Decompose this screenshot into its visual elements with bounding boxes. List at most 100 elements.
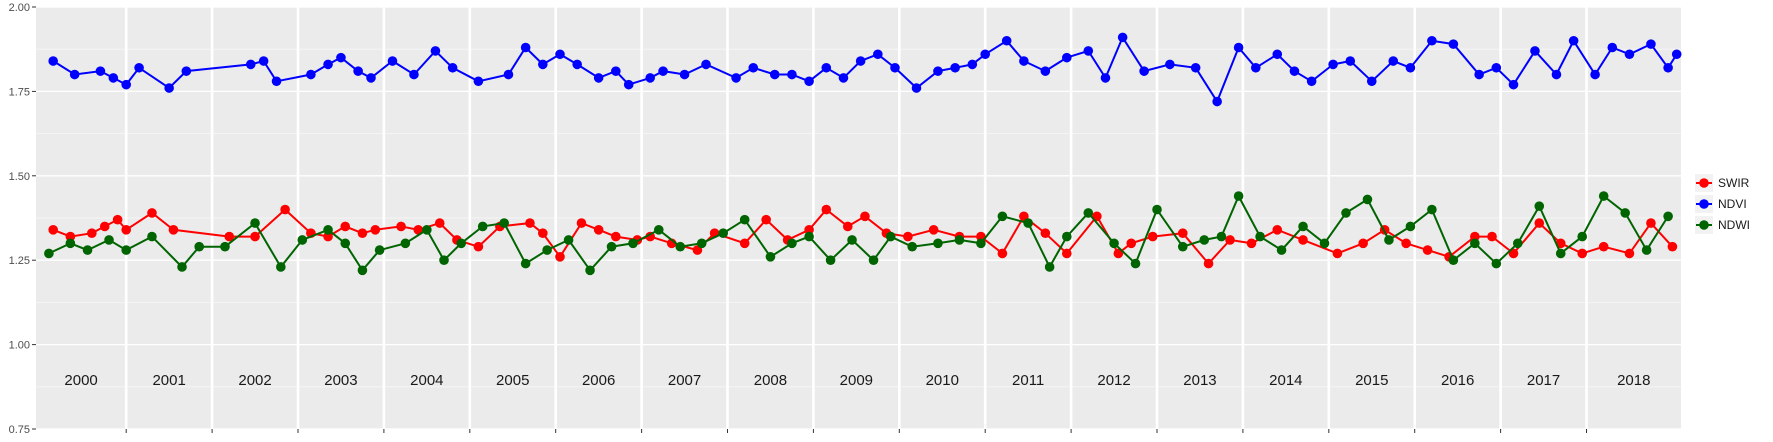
ndwi-point	[1405, 221, 1416, 232]
ndwi-line	[48, 193, 1669, 272]
ndwi-legend-dot	[1699, 220, 1709, 230]
ndvi-point	[1671, 49, 1682, 60]
ndwi-point	[997, 211, 1008, 222]
y-axis: 0.75 1.00 1.25 1.50 1.75 2.00	[9, 2, 36, 436]
swir-point	[1624, 248, 1635, 259]
year-label: 2006	[582, 372, 615, 389]
swir-point	[147, 208, 157, 218]
swir-point	[1332, 248, 1343, 259]
ndwi-point	[1044, 262, 1055, 272]
ndvi-point	[1530, 46, 1540, 56]
series-layer	[44, 32, 1682, 276]
ndvi-point	[245, 59, 256, 70]
swir-point	[842, 221, 853, 232]
swir-point	[804, 225, 814, 235]
swir-point	[1555, 238, 1566, 249]
ndvi-point	[520, 42, 531, 53]
swir-point	[593, 225, 604, 235]
ndvi-point	[271, 76, 282, 87]
ndvi-point	[1405, 62, 1416, 73]
ndwi-point	[1199, 235, 1210, 245]
ndwi-point	[847, 235, 857, 245]
swir-point	[997, 248, 1008, 259]
swir-point	[434, 218, 445, 228]
ndwi-point	[606, 241, 617, 252]
ndwi-point	[1177, 241, 1188, 252]
ndvi-point	[1019, 56, 1029, 66]
swir-point	[1298, 235, 1308, 245]
ndwi-point	[1448, 255, 1459, 265]
ndwi-point	[400, 238, 411, 249]
swir-point	[1040, 228, 1051, 238]
ndvi-point	[430, 46, 441, 56]
ndwi-legend-label: NDWI	[1718, 218, 1750, 232]
ndwi-point	[194, 241, 205, 252]
swir-point	[821, 204, 832, 215]
ndwi-point	[868, 255, 879, 265]
swir-point	[1470, 231, 1480, 242]
ndwi-point	[1555, 248, 1566, 259]
ndwi-point	[653, 225, 664, 235]
ndvi-point	[821, 62, 832, 73]
ndwi-point	[1534, 201, 1545, 211]
ndvi-point	[258, 56, 269, 66]
year-label: 2009	[840, 372, 873, 389]
year-label: 2016	[1441, 372, 1474, 389]
swir-point	[860, 211, 870, 222]
swir-point	[99, 221, 110, 232]
year-label: 2018	[1617, 372, 1650, 389]
grid-layer	[36, 6, 1681, 430]
ndwi-point	[1152, 204, 1162, 215]
swir-point	[739, 238, 750, 249]
ndvi-point	[1646, 39, 1656, 49]
ndvi-point	[1366, 76, 1377, 87]
swir-point	[903, 231, 913, 242]
year-label: 2003	[324, 372, 357, 389]
swir-point	[1646, 218, 1656, 228]
ndwi-point	[520, 258, 531, 269]
swir-point	[1358, 238, 1368, 249]
ndvi-point	[121, 79, 131, 90]
swir-point	[1598, 241, 1609, 252]
year-label: 2017	[1527, 372, 1560, 389]
ndwi-point	[1255, 231, 1265, 242]
ndvi-point	[855, 56, 866, 66]
ndwi-point	[477, 221, 488, 232]
ndwi-point	[147, 231, 157, 242]
ndvi-point	[538, 59, 548, 70]
ndvi-point	[787, 69, 797, 80]
swir-point	[1534, 218, 1545, 228]
ndvi-point	[1607, 42, 1618, 53]
ndwi-point	[1298, 221, 1308, 232]
ndvi-point	[838, 73, 849, 83]
ndwi-point	[1512, 238, 1523, 249]
swir-point	[323, 231, 333, 242]
swir-legend-label: SWIR	[1718, 176, 1750, 190]
swir-point	[87, 228, 97, 238]
swir-point	[1126, 238, 1137, 249]
ndvi-point	[555, 49, 565, 60]
swir-point	[576, 218, 587, 228]
ndvi-point	[69, 69, 80, 80]
ndvi-point	[911, 83, 922, 93]
swir-point	[340, 221, 351, 232]
ndvi-point	[1212, 96, 1222, 107]
y-tick-label: 1.25	[9, 255, 30, 267]
ndwi-point	[357, 265, 368, 276]
swir-point	[280, 204, 290, 215]
ndvi-point	[701, 59, 711, 70]
ndvi-point	[108, 73, 119, 83]
ndwi-point	[739, 214, 750, 225]
year-label: 2014	[1269, 372, 1302, 389]
ndvi-point	[1040, 66, 1051, 76]
ndvi-point	[658, 66, 668, 76]
ndwi-point	[1109, 238, 1119, 249]
ndvi-point	[611, 66, 621, 76]
swir-point	[1508, 248, 1519, 259]
ndvi-point	[1306, 76, 1317, 87]
ndwi-point	[765, 252, 776, 262]
ndwi-point	[825, 255, 836, 265]
year-label: 2008	[754, 372, 787, 389]
ndwi-point	[121, 245, 131, 255]
ndvi-point	[1062, 52, 1072, 63]
